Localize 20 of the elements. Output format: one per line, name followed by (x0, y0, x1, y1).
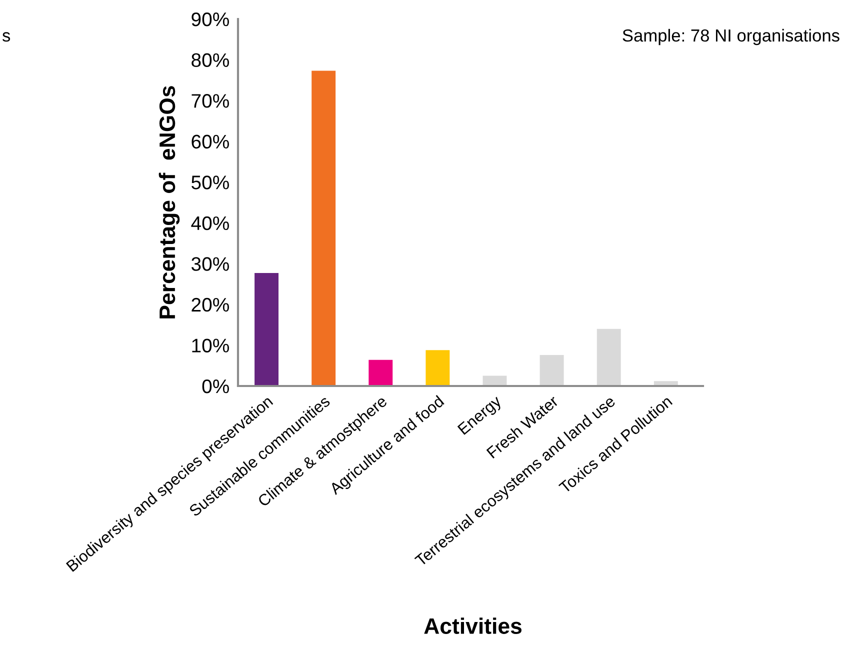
text: s (2, 32, 10, 42)
annotation: Sample: 78 NI organisations (622, 28, 840, 46)
y-tick-label: 20% (192, 298, 229, 312)
y-tick-label: 90% (192, 12, 229, 26)
bar (254, 273, 279, 386)
bar (312, 70, 336, 386)
bar (596, 328, 621, 386)
y-tick-label: 50% (192, 176, 229, 190)
bar (426, 350, 450, 386)
bar (540, 355, 564, 386)
y-tick-label: 80% (192, 53, 229, 68)
y-tick-label: 0% (202, 379, 229, 394)
y-tick-label: 60% (192, 134, 229, 149)
y-axis-title: Percentage of eNGOs (158, 86, 180, 318)
y-tick-label: 30% (191, 257, 229, 271)
x-axis-title: Activities (424, 618, 522, 634)
y-tick-label: 10% (192, 338, 229, 352)
y-tick-label: 70% (192, 94, 229, 108)
y-tick-label: 40% (191, 216, 229, 230)
bar (368, 360, 393, 386)
